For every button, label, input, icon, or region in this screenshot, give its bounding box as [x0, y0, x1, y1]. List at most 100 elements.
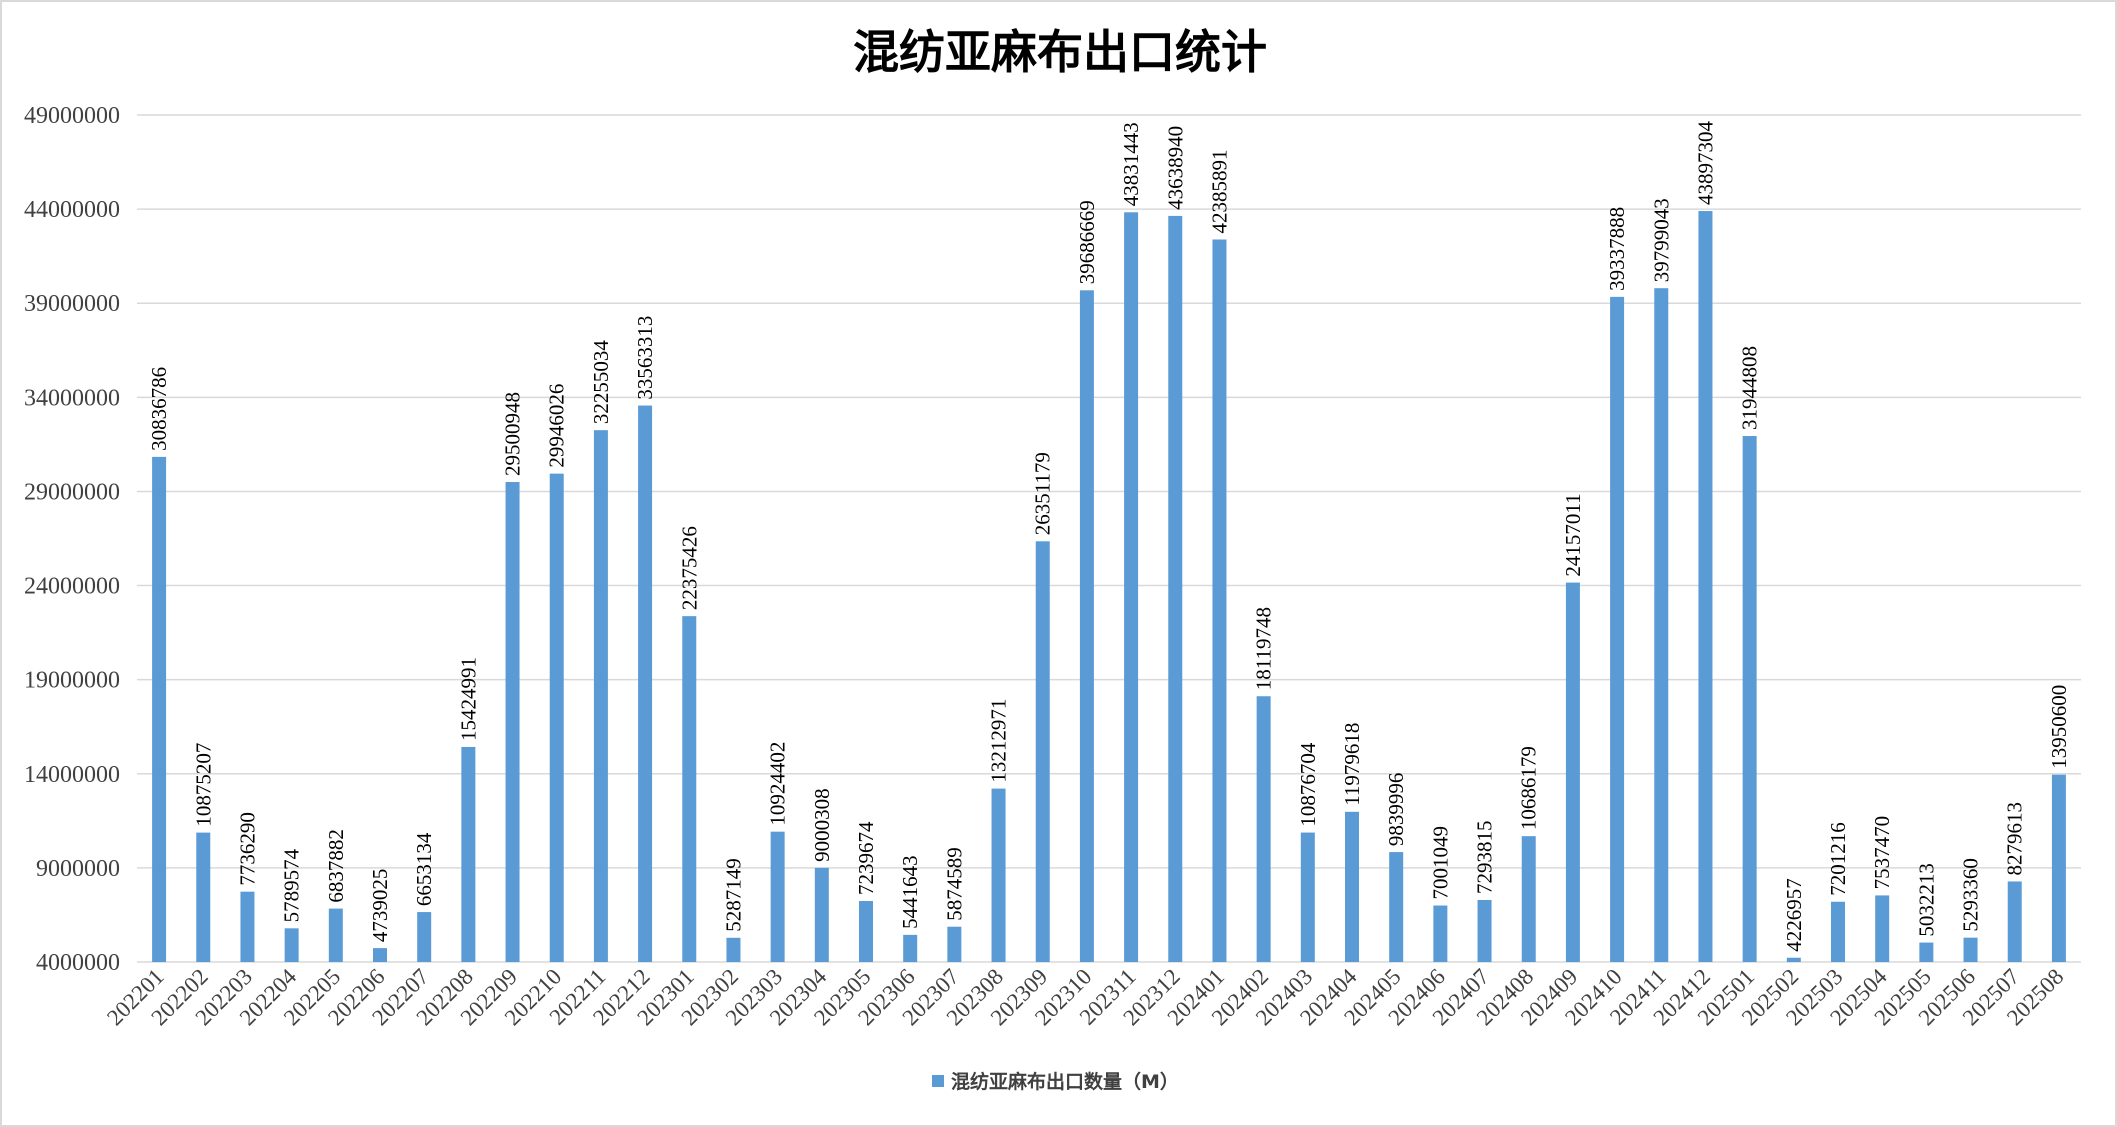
bar: [1212, 239, 1227, 962]
data-label: 7293815: [1473, 821, 1497, 895]
y-tick-label: 19000000: [24, 668, 120, 694]
bar: [1256, 696, 1271, 962]
data-label: 15424991: [456, 657, 480, 741]
legend-swatch: [932, 1075, 944, 1087]
data-label: 39337888: [1605, 207, 1629, 291]
bar: [1168, 215, 1183, 963]
data-label: 6653134: [412, 832, 436, 906]
bar: [1389, 852, 1404, 962]
data-label: 42385891: [1207, 149, 1231, 233]
bar: [726, 937, 741, 962]
bar: [1565, 582, 1580, 962]
y-tick-label: 49000000: [24, 103, 120, 129]
bar: [770, 831, 785, 962]
data-label: 24157011: [1561, 493, 1585, 576]
y-tick-label: 4000000: [36, 950, 120, 976]
bar: [284, 928, 299, 962]
data-label: 5293360: [1959, 858, 1983, 932]
data-label: 8279613: [2003, 802, 2027, 876]
bar: [1963, 937, 1978, 962]
bar: [196, 832, 211, 962]
legend-label: 混纺亚麻布出口数量（M）: [951, 1070, 1179, 1093]
bar: [461, 746, 476, 962]
bar: [1610, 296, 1625, 962]
bar: [682, 616, 697, 962]
bar: [505, 482, 520, 962]
bar: [1521, 836, 1536, 962]
data-label: 29500948: [501, 392, 525, 476]
bar: [1875, 895, 1890, 962]
data-label: 7001049: [1428, 826, 1452, 900]
bar: [1742, 436, 1757, 962]
data-label: 9839996: [1384, 773, 1408, 847]
bars: [152, 211, 2066, 963]
data-label: 26351179: [1031, 452, 1055, 535]
data-label: 13950600: [2047, 685, 2071, 769]
bar: [549, 473, 564, 962]
bar: [814, 867, 829, 962]
x-axis-ticks: 2022012022022022032022042022052022062022…: [102, 964, 2068, 1031]
bar: [1919, 942, 1934, 962]
y-tick-label: 24000000: [24, 574, 120, 600]
bar: [903, 934, 918, 962]
data-label: 5789574: [280, 848, 304, 922]
data-label: 29946026: [545, 384, 569, 468]
data-label: 30836786: [147, 367, 171, 451]
chart-title: 混纺亚麻布出口统计: [853, 25, 1267, 79]
data-label: 31944808: [1738, 346, 1762, 430]
data-label: 39686669: [1075, 200, 1099, 284]
data-label: 9000308: [810, 788, 834, 862]
bar: [1035, 541, 1050, 962]
data-label: 22375426: [677, 526, 701, 610]
bar: [1831, 901, 1845, 962]
bar: [1477, 900, 1492, 962]
legend: 混纺亚麻布出口数量（M）: [932, 1070, 1179, 1093]
data-label: 5874589: [942, 847, 966, 921]
gridlines: [137, 114, 2081, 963]
bar: [638, 405, 653, 963]
data-label: 4226957: [1782, 878, 1806, 952]
bar: [240, 891, 255, 962]
bar: [1654, 288, 1669, 962]
data-label: 11979618: [1340, 723, 1364, 806]
bar: [417, 912, 432, 962]
data-label: 10875207: [191, 743, 215, 827]
data-label: 7239674: [854, 821, 878, 895]
data-label: 10924402: [766, 742, 790, 826]
data-label: 39799043: [1649, 198, 1673, 282]
y-tick-label: 14000000: [24, 762, 120, 788]
data-label: 43831443: [1119, 122, 1143, 206]
y-tick-label: 29000000: [24, 479, 120, 505]
y-tick-label: 34000000: [24, 385, 120, 411]
y-tick-label: 9000000: [36, 856, 120, 882]
data-label: 7736290: [235, 812, 259, 886]
data-label: 5032213: [1914, 863, 1938, 937]
y-tick-label: 39000000: [24, 291, 120, 317]
bar: [1124, 212, 1139, 963]
data-labels: 30836786 10875207 7736290 5789574 6837882 473…: [147, 121, 2071, 952]
y-axis-ticks: 4000000 9000000 14000000 19000000 24000000 29…: [24, 103, 120, 976]
data-label: 5287149: [721, 858, 745, 932]
data-label: 4739025: [368, 869, 392, 943]
bar: [1345, 811, 1359, 962]
data-label: 7201216: [1826, 822, 1850, 896]
bar: [991, 788, 1006, 962]
bar: [1786, 957, 1801, 962]
data-label: 33563313: [633, 316, 657, 400]
data-label: 5441643: [898, 855, 922, 929]
bar: [947, 926, 962, 962]
bar: [373, 948, 387, 962]
bar: [152, 456, 167, 962]
bar: [328, 908, 343, 962]
data-label: 10876704: [1296, 742, 1320, 827]
data-label: 43638940: [1163, 126, 1187, 210]
bar: [1698, 211, 1713, 963]
bar: [2007, 881, 2022, 962]
bar: [859, 901, 873, 962]
y-tick-label: 44000000: [24, 197, 120, 223]
data-label: 32255034: [589, 340, 613, 425]
data-label: 18119748: [1252, 607, 1276, 690]
data-label: 6837882: [324, 829, 348, 903]
